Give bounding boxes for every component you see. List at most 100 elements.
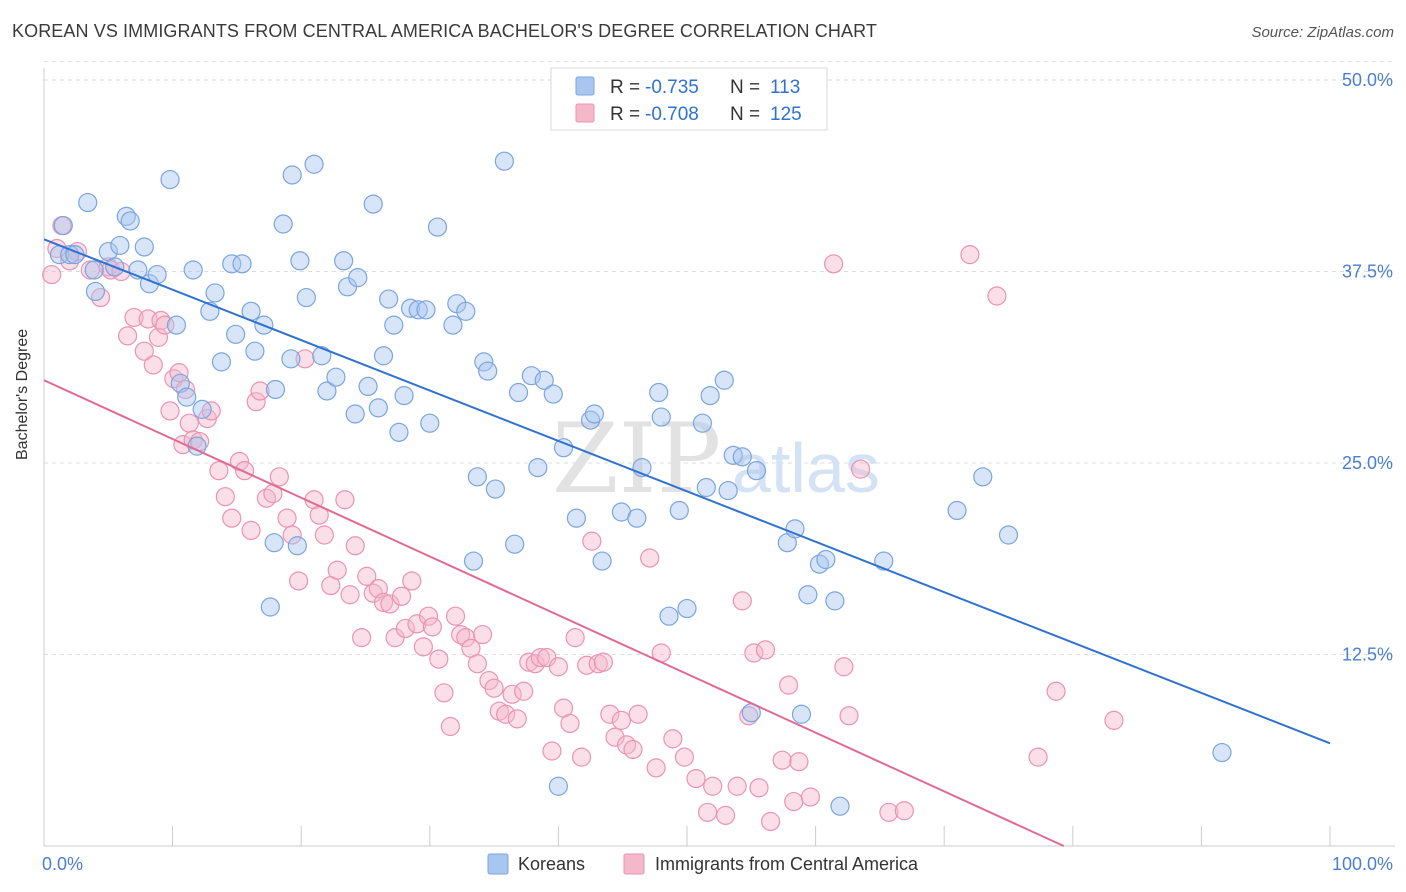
korean-point: [791, 704, 812, 724]
bottom-legend-central-swatch[interactable]: [623, 853, 645, 875]
central-america-point: [155, 315, 175, 335]
central-america-point: [391, 586, 412, 606]
series-legend[interactable]: Koreans Immigrants from Central America: [487, 853, 919, 875]
central-america-point: [749, 778, 769, 798]
central-america-point: [134, 341, 154, 361]
korean-point: [528, 457, 548, 478]
korean-point: [592, 551, 612, 571]
korean-point: [505, 534, 525, 554]
central-america-point: [834, 657, 854, 677]
korean-point: [427, 217, 448, 237]
central-america-point: [327, 560, 347, 580]
central-america-point: [143, 355, 163, 375]
central-america-point: [209, 461, 229, 481]
korean-point: [85, 281, 106, 302]
legend-korean-swatch: [575, 76, 595, 96]
korean-point: [553, 438, 574, 458]
korean-point: [348, 268, 368, 288]
korean-point: [334, 251, 354, 271]
central-america-point: [646, 758, 666, 778]
central-america-point: [418, 606, 439, 626]
korean-point: [166, 315, 187, 335]
legend-box: [550, 67, 828, 131]
korean-point: [265, 379, 286, 400]
central-america-point: [434, 683, 454, 703]
korean-point: [416, 300, 436, 320]
central-america-point: [222, 508, 242, 528]
central-america-point: [241, 520, 261, 541]
central-america-point: [565, 628, 585, 648]
y-tick-label: 12.5%: [1342, 645, 1393, 665]
korean-point: [543, 384, 563, 404]
central-america-point: [42, 264, 62, 285]
korean-point: [714, 370, 734, 390]
central-america-point: [548, 657, 569, 677]
korean-point: [692, 413, 713, 433]
korean-point: [659, 606, 679, 626]
watermark-atlas: atlas: [732, 429, 880, 507]
korean-point: [379, 289, 399, 309]
korean-point: [521, 366, 541, 386]
korean-point: [281, 349, 301, 369]
korean-point: [282, 165, 302, 185]
bottom-legend-korean-swatch[interactable]: [487, 853, 509, 875]
korean-point: [874, 551, 894, 571]
korean-point: [205, 283, 225, 303]
korean-point: [373, 346, 394, 366]
central-america-point: [542, 741, 562, 761]
korean-point: [160, 169, 180, 190]
central-america-point: [277, 508, 297, 528]
central-america-point: [605, 727, 625, 747]
central-america-point: [800, 787, 821, 807]
central-america-point: [467, 654, 487, 674]
korean-point: [211, 352, 232, 372]
korean-point: [53, 215, 73, 236]
korean-trendline: [43, 238, 1331, 745]
central-america-point: [472, 624, 493, 645]
central-america-point: [269, 467, 289, 487]
korean-point: [389, 422, 409, 442]
korean-point: [120, 211, 140, 231]
korean-point: [627, 508, 647, 528]
korean-point: [485, 479, 505, 499]
central-america-point: [525, 654, 545, 674]
korean-point: [494, 151, 514, 171]
legend-central-swatch: [575, 103, 595, 123]
central-america-point: [160, 401, 180, 421]
korean-point: [326, 367, 346, 387]
legend-n-value-1: 113: [770, 77, 800, 98]
central-america-point: [851, 459, 871, 479]
korean-point: [245, 341, 265, 361]
x-tick-label: 100.0%: [1332, 854, 1393, 874]
korean-point: [226, 324, 246, 344]
central-america-point: [395, 618, 415, 639]
korean-point: [478, 361, 498, 381]
central-america-point: [582, 531, 602, 551]
korean-points: [49, 151, 1232, 816]
y-tick-label: 50.0%: [1342, 70, 1393, 90]
legend-n-label-1: N =: [730, 77, 760, 98]
korean-point: [384, 315, 404, 335]
korean-point: [534, 370, 554, 390]
korean-point: [718, 480, 738, 501]
central-america-point: [879, 802, 899, 822]
korean-point: [677, 598, 697, 619]
central-america-point: [402, 571, 422, 591]
central-america-point: [413, 637, 433, 657]
central-america-point: [760, 811, 781, 832]
central-america-point: [215, 487, 235, 507]
trendlines: [43, 238, 1331, 847]
central-america-point: [90, 287, 111, 308]
legend-r-value-1: -0.735: [645, 77, 699, 98]
central-america-point: [755, 640, 776, 660]
korean-point: [973, 467, 993, 487]
korean-point: [420, 413, 440, 433]
korean-point: [1212, 742, 1232, 763]
korean-point: [260, 597, 280, 617]
korean-point: [84, 260, 104, 280]
korean-point: [746, 461, 767, 481]
bottom-legend-korean-label[interactable]: Koreans: [518, 854, 585, 874]
bottom-legend-central-label[interactable]: Immigrants from Central America: [655, 854, 919, 874]
korean-point: [177, 387, 197, 407]
legend-n-value-2: 125: [770, 104, 802, 125]
